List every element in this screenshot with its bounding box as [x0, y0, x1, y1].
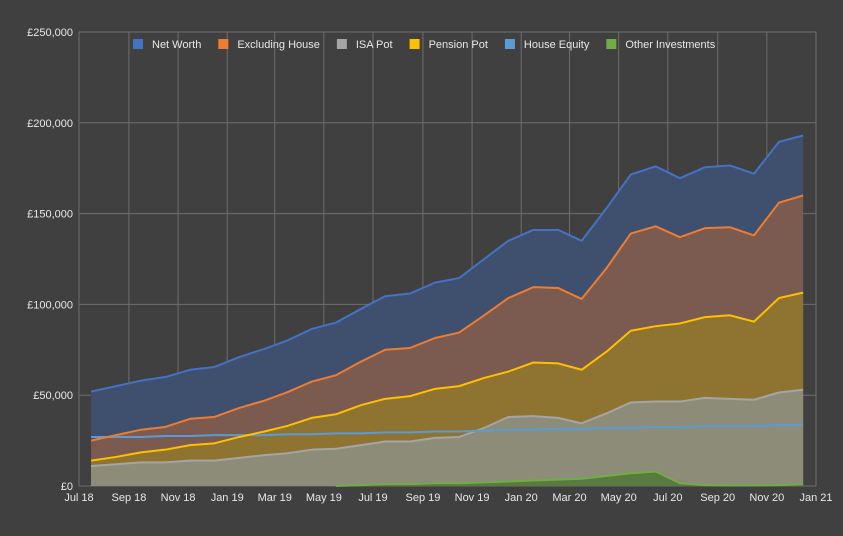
legend: Net Worth Excluding House ISA Pot Pension P…	[133, 39, 716, 51]
legend-label: Other Investments	[625, 39, 715, 51]
line-pension-pot	[90, 291, 804, 462]
x-tick-label: Mar 19	[258, 492, 292, 504]
x-tick-label: Jan 20	[505, 492, 538, 504]
y-tick-label: £250,000	[27, 27, 73, 39]
y-tick-label: £100,000	[27, 299, 73, 311]
legend-label: Net Worth	[152, 39, 201, 51]
x-tick-label: Jan 21	[799, 492, 832, 504]
legend-swatch	[133, 39, 143, 49]
line-isa-pot	[91, 388, 804, 468]
x-axis: Jul 18 Sep 18 Nov 18 Jan 19 Mar 19 May 19 Jul …	[64, 492, 832, 504]
legend-swatch	[504, 39, 515, 49]
y-tick-label: £150,000	[27, 209, 73, 221]
legend-label: Excluding House	[237, 39, 320, 51]
area-layer	[91, 135, 804, 486]
x-tick-label: Jul 18	[64, 492, 93, 504]
x-tick-label: Jul 20	[653, 492, 682, 504]
legend-swatch	[606, 39, 617, 49]
x-tick-label: May 19	[306, 492, 342, 504]
line-net-worth	[90, 134, 804, 393]
x-tick-label: Sep 18	[112, 492, 147, 504]
legend-swatch	[336, 39, 347, 49]
y-tick-label: £50,000	[33, 390, 73, 402]
legend-swatch	[409, 39, 420, 49]
x-tick-label: Nov 19	[455, 492, 490, 504]
line-layer	[90, 134, 804, 487]
legend-label: Pension Pot	[429, 39, 488, 51]
y-axis: £0 £50,000 £100,000 £150,000 £200,000 £250,00…	[27, 27, 73, 493]
x-tick-label: May 20	[601, 492, 637, 504]
y-tick-label: £0	[61, 481, 73, 493]
legend-swatch	[218, 39, 229, 49]
line-other-investments	[335, 470, 804, 487]
x-tick-label: Sep 19	[405, 492, 440, 504]
y-tick-label: £200,000	[27, 118, 73, 130]
x-tick-label: Sep 20	[700, 492, 735, 504]
legend-label: ISA Pot	[356, 39, 393, 51]
line-excluding-house	[90, 194, 804, 442]
legend-label: House Equity	[524, 39, 590, 51]
x-tick-label: Jul 19	[358, 492, 387, 504]
x-tick-label: Nov 20	[749, 492, 784, 504]
x-tick-label: Nov 18	[161, 492, 196, 504]
line-house-equity	[91, 424, 804, 438]
x-tick-label: Mar 20	[552, 492, 586, 504]
x-tick-label: Jan 19	[211, 492, 244, 504]
